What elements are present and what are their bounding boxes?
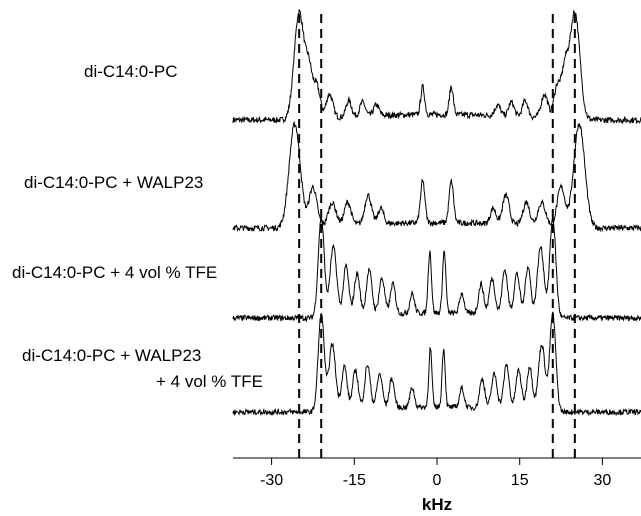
x-tick-label-5: 30 [594, 472, 612, 489]
spectrum-trace-1 [232, 8, 641, 125]
spectrum-trace-2 [232, 120, 641, 233]
x-tick-label-1: -30 [260, 472, 283, 489]
x-tick-label-4: 15 [511, 472, 529, 489]
spectrum-trace-4 [232, 311, 641, 417]
series-label-3: di-C14:0-PC + 4 vol % TFE [12, 263, 218, 282]
series-label-1: di-C14:0-PC [84, 62, 178, 81]
spectrum-trace-3 [232, 216, 641, 323]
x-axis-label: kHz [422, 495, 452, 514]
spectra-traces [232, 8, 641, 417]
series-label-4-line-1: di-C14:0-PC + WALP23 [22, 346, 202, 365]
series-label-2: di-C14:0-PC + WALP23 [24, 173, 204, 192]
series-label-4-line-2: + 4 vol % TFE [156, 372, 263, 391]
x-tick-label-2: -15 [343, 472, 366, 489]
x-tick-label-3: 0 [433, 472, 442, 489]
x-axis: -30 -15 0 15 30 kHz [233, 457, 641, 514]
